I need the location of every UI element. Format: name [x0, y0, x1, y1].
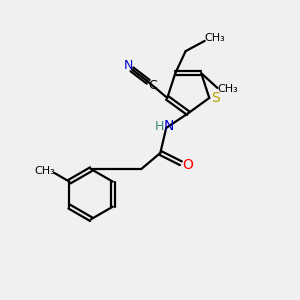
Text: S: S — [212, 91, 220, 105]
Text: H: H — [155, 120, 164, 133]
Text: CH₃: CH₃ — [205, 33, 225, 43]
Text: N: N — [124, 59, 133, 72]
Text: O: O — [182, 158, 193, 172]
Text: C: C — [148, 79, 157, 92]
Text: CH₃: CH₃ — [218, 84, 238, 94]
Text: CH₃: CH₃ — [34, 166, 55, 176]
Text: N: N — [164, 119, 174, 134]
